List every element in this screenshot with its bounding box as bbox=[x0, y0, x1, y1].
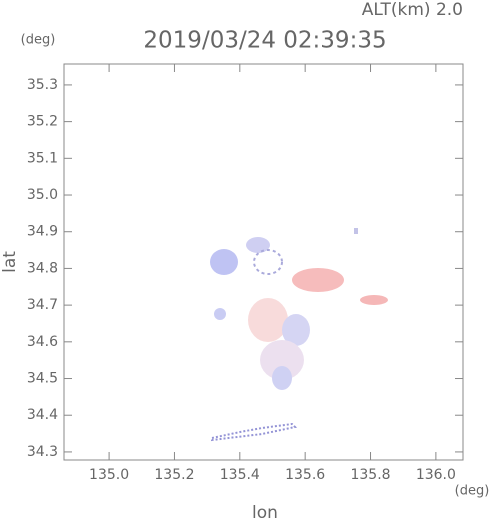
y-tick-label: 34.4 bbox=[27, 407, 58, 423]
x-tick-label: 135.8 bbox=[350, 467, 390, 483]
y-unit: (deg) bbox=[21, 33, 56, 48]
y-tick-label: 34.3 bbox=[27, 444, 58, 460]
echo bbox=[211, 422, 298, 442]
echo bbox=[292, 268, 344, 292]
y-tick-label: 34.9 bbox=[27, 224, 58, 240]
chart-title: 2019/03/24 02:39:35 bbox=[143, 28, 386, 54]
echo bbox=[246, 237, 270, 253]
plot-frame bbox=[63, 63, 464, 461]
x-tick-label: 135.6 bbox=[285, 467, 325, 483]
echo bbox=[354, 228, 358, 234]
x-tick-label: 135.4 bbox=[220, 467, 260, 483]
echo bbox=[260, 340, 304, 380]
y-tick-label: 35.3 bbox=[27, 77, 58, 93]
x-axis-label: lon bbox=[252, 503, 278, 521]
echo bbox=[248, 298, 288, 342]
echo bbox=[210, 249, 238, 275]
y-tick-label: 35.0 bbox=[27, 187, 58, 203]
echo bbox=[282, 314, 310, 346]
x-tick-label: 135.2 bbox=[154, 467, 194, 483]
x-tick-label: 136.0 bbox=[416, 467, 456, 483]
y-tick-label: 35.1 bbox=[27, 150, 58, 166]
radar-echoes bbox=[210, 228, 388, 442]
echo bbox=[214, 308, 226, 320]
y-axis-label: lat bbox=[0, 251, 20, 273]
echo bbox=[272, 366, 292, 390]
y-tick-label: 35.2 bbox=[27, 114, 58, 130]
echo bbox=[360, 295, 388, 305]
x-tick-label: 135.0 bbox=[89, 467, 129, 483]
y-tick-label: 34.8 bbox=[27, 260, 58, 276]
echo bbox=[253, 249, 283, 275]
x-unit: (deg) bbox=[455, 484, 490, 499]
y-tick-label: 34.5 bbox=[27, 371, 58, 387]
y-tick-label: 34.7 bbox=[27, 297, 58, 313]
altitude: ALT(km) 2.0 bbox=[362, 0, 463, 20]
y-tick-label: 34.6 bbox=[27, 334, 58, 350]
